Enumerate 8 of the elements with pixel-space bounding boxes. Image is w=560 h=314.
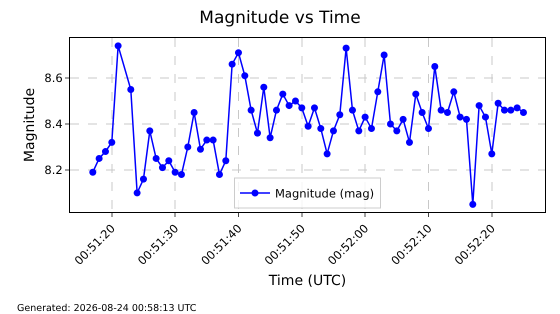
y-axis-title: Magnitude — [22, 88, 38, 162]
x-axis-title: Time (UTC) — [268, 273, 346, 290]
chart-title: Magnitude vs Time — [199, 8, 361, 28]
text: Generated: 2026-08-24 00:58:13 UTC — [17, 303, 197, 314]
legend-label: Magnitude (mag) — [275, 186, 374, 201]
y-tick-label: 8.4 — [44, 116, 63, 131]
y-tick-label: 8.6 — [44, 71, 63, 86]
y-tick-label: 8.2 — [44, 162, 63, 177]
